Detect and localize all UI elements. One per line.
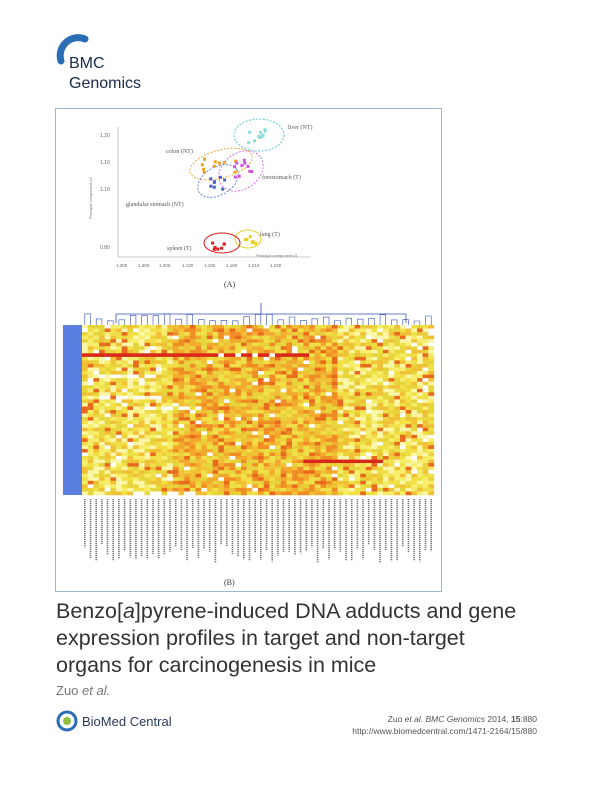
pca-point bbox=[200, 163, 204, 167]
pca-point bbox=[212, 164, 216, 168]
author-name: Zuo bbox=[56, 683, 83, 698]
journal-name-line1: BMC bbox=[69, 55, 105, 72]
pca-point bbox=[233, 175, 237, 179]
pca-point bbox=[254, 241, 257, 245]
pca-point bbox=[212, 247, 216, 251]
pca-x-tick: 1.130 bbox=[182, 263, 194, 268]
pca-group-label: liver (NT) bbox=[288, 124, 313, 131]
pca-point bbox=[233, 165, 237, 169]
pca-points bbox=[200, 128, 267, 251]
pca-point bbox=[253, 139, 256, 143]
publisher-name: BioMed Central bbox=[82, 714, 172, 729]
pca-point bbox=[246, 165, 250, 168]
title-part: ]pyrene-induced DNA adducts and gene bbox=[134, 599, 517, 623]
heatmap-panel-label: (B) bbox=[224, 578, 235, 587]
pca-point bbox=[250, 240, 254, 244]
heatmap-dendrogram bbox=[84, 303, 432, 325]
title-part: Benzo[ bbox=[56, 599, 123, 623]
pca-point bbox=[222, 242, 226, 246]
pca-point bbox=[202, 170, 206, 174]
pca-point bbox=[248, 235, 252, 239]
pca-x-tick: 1.300 bbox=[116, 263, 128, 268]
pca-point bbox=[218, 175, 222, 179]
pca-point bbox=[248, 130, 252, 134]
pca-point bbox=[260, 134, 264, 138]
title-line: organs for carcinogenesis in mice bbox=[56, 653, 377, 677]
pca-y-tick: 0.80 bbox=[100, 245, 110, 251]
pca-point bbox=[244, 238, 247, 242]
pca-point bbox=[213, 160, 217, 164]
pca-x-tick: 1.150 bbox=[226, 263, 238, 268]
pca-point bbox=[221, 187, 225, 191]
pca-point bbox=[223, 178, 227, 182]
figure: 1.20 1.10 1.10 0.80 1.300 1.300 1.000 1.… bbox=[63, 118, 435, 587]
title-italic-a: a bbox=[122, 599, 135, 623]
pca-x-tick: 1.300 bbox=[138, 263, 150, 268]
pca-point bbox=[250, 170, 254, 174]
journal-logo: BMC Genomics bbox=[55, 33, 155, 93]
pca-y-tick: 1.20 bbox=[100, 133, 110, 139]
title-line: expression profiles in target and non-ta… bbox=[56, 626, 465, 650]
pca-group-label: lung (T) bbox=[260, 231, 280, 238]
pca-x-tick: 1.210 bbox=[248, 263, 260, 268]
pca-point bbox=[242, 158, 246, 162]
pca-point bbox=[248, 169, 252, 173]
pca-point bbox=[216, 247, 220, 251]
heatmap-row-dendrogram bbox=[63, 325, 82, 495]
citation-line: Zuo et al. BMC Genomics 2014, 15:880 bbox=[352, 713, 537, 725]
pca-point bbox=[211, 241, 215, 245]
pca-x-tick: 1.150 bbox=[204, 263, 216, 268]
article-authors: Zuo et al. bbox=[56, 683, 110, 698]
heatmap-column-labels bbox=[83, 499, 433, 564]
pca-y-tick: 1.10 bbox=[100, 187, 110, 193]
cite-page: :880 bbox=[520, 714, 537, 724]
cite-name: Zuo bbox=[387, 714, 405, 724]
journal-name-line2: Genomics bbox=[69, 75, 142, 92]
pca-x-tick: 1.000 bbox=[159, 263, 171, 268]
pca-point bbox=[203, 157, 206, 161]
pca-point bbox=[240, 164, 244, 167]
pca-point bbox=[222, 160, 226, 164]
pca-point bbox=[209, 177, 213, 181]
pca-point bbox=[220, 246, 224, 250]
pca-x-tick: 1.240 bbox=[270, 263, 282, 268]
cite-journal: et al. BMC Genomics bbox=[404, 714, 485, 724]
cite-year: 2014, bbox=[484, 714, 511, 724]
pca-point bbox=[212, 185, 216, 189]
pca-point bbox=[217, 161, 221, 165]
pca-point bbox=[237, 174, 241, 178]
heatmap-cells bbox=[82, 325, 435, 496]
citation-url[interactable]: http://www.biomedcentral.com/1471-2164/1… bbox=[352, 726, 537, 736]
biomed-central-icon bbox=[56, 710, 78, 732]
pca-point bbox=[233, 170, 237, 174]
pca-panel-label: (A) bbox=[224, 280, 235, 289]
figure-box: 1.20 1.10 1.10 0.80 1.300 1.300 1.000 1.… bbox=[55, 108, 442, 592]
journal-logo-arc-icon bbox=[56, 34, 89, 65]
pca-point bbox=[213, 180, 216, 184]
pca-y-axis-label: Principal component #2 bbox=[88, 176, 93, 219]
pca-y-tick: 1.10 bbox=[100, 160, 110, 166]
pca-point bbox=[257, 135, 261, 139]
citation: Zuo et al. BMC Genomics 2014, 15:880 htt… bbox=[352, 713, 537, 737]
publisher-logo: BioMed Central bbox=[56, 710, 172, 732]
pca-point bbox=[263, 129, 267, 133]
pca-point bbox=[243, 161, 247, 165]
article-title: Benzo[a]pyrene-induced DNA adducts and g… bbox=[56, 598, 556, 679]
pca-group-label: forestomach (T) bbox=[262, 174, 301, 181]
pca-group-label: spleen (T) bbox=[167, 245, 192, 252]
pca-point bbox=[213, 245, 217, 249]
pca-point bbox=[209, 184, 213, 188]
pca-point bbox=[234, 159, 238, 163]
pca-point bbox=[247, 141, 251, 145]
pca-plot: 1.20 1.10 1.10 0.80 1.300 1.300 1.000 1.… bbox=[88, 118, 313, 289]
author-etal: et al. bbox=[82, 683, 111, 698]
pca-group-label: colon (NT) bbox=[166, 148, 193, 155]
pca-point bbox=[235, 161, 239, 165]
pca-x-axis-label: Principal component #1 bbox=[256, 253, 299, 258]
pca-group-label: glandular stomach (NT) bbox=[126, 201, 184, 208]
pca-point bbox=[202, 167, 206, 171]
pca-point bbox=[259, 130, 262, 134]
cite-volume: 15 bbox=[510, 714, 521, 724]
